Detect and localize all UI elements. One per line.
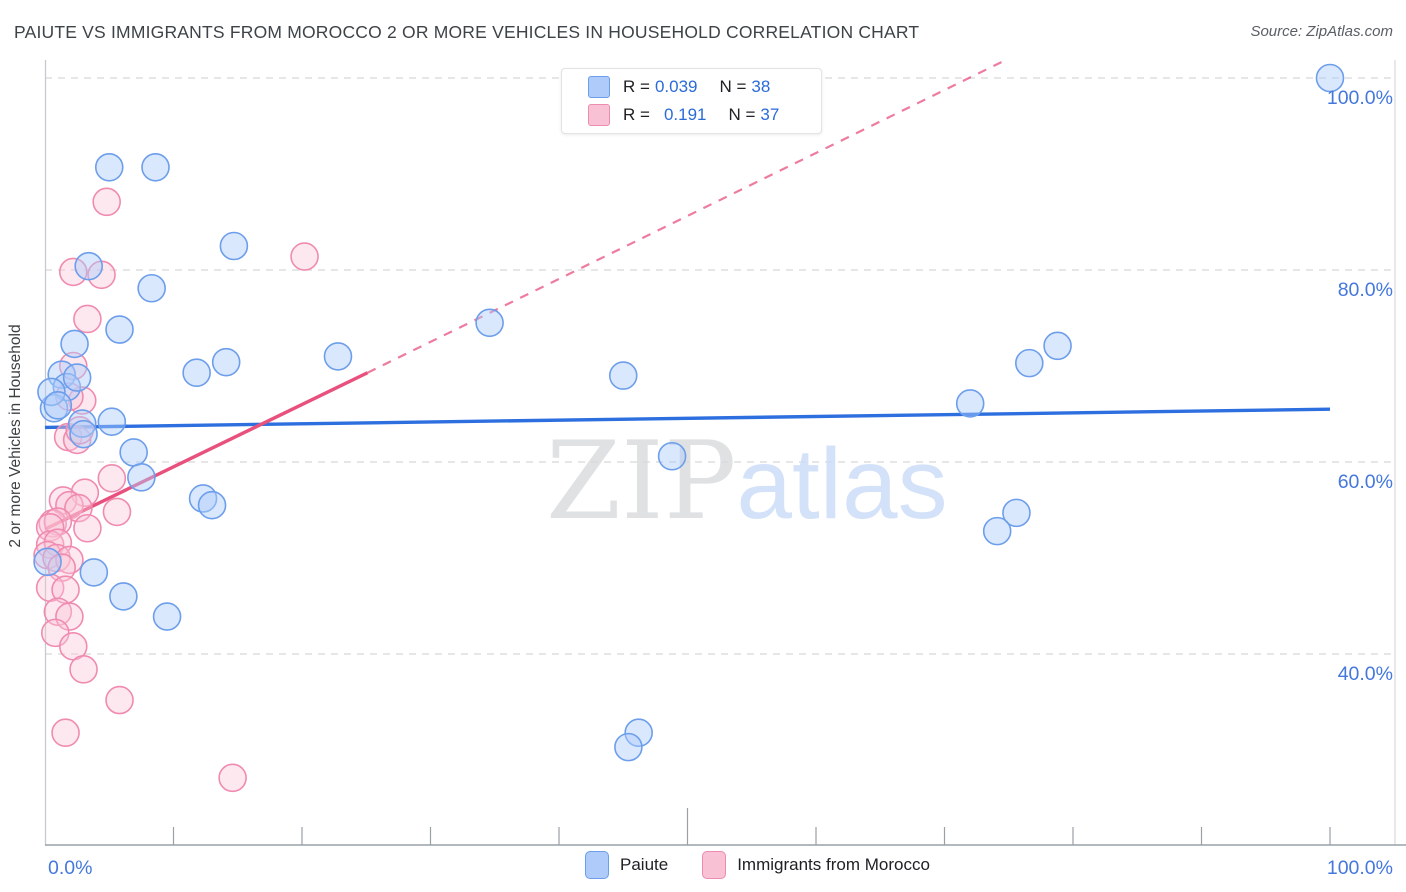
data-point-paiute[interactable] — [33, 547, 62, 577]
n-label: N = — [719, 77, 747, 96]
x-axis-min-label: 0.0% — [48, 857, 92, 879]
data-point-paiute[interactable] — [137, 273, 166, 303]
data-point-morocco[interactable] — [218, 763, 247, 793]
data-point-paiute[interactable] — [94, 152, 124, 182]
page-title: PAIUTE VS IMMIGRANTS FROM MOROCCO 2 OR M… — [14, 22, 920, 42]
data-point-paiute[interactable] — [79, 558, 109, 587]
footer-legend: Paiute Immigrants from Morocco — [585, 851, 930, 879]
data-point-morocco[interactable] — [35, 512, 65, 542]
correlation-legend-box: R = 0.039 N = 38 R = 0.191 N = 37 — [561, 68, 822, 134]
data-point-paiute[interactable] — [1043, 331, 1072, 361]
data-point-paiute[interactable] — [624, 718, 653, 748]
data-point-paiute[interactable] — [67, 409, 97, 438]
data-point-morocco[interactable] — [55, 545, 84, 575]
data-point-morocco[interactable] — [58, 257, 88, 287]
data-point-paiute[interactable] — [37, 377, 66, 407]
data-point-paiute[interactable] — [97, 407, 127, 436]
data-point-paiute[interactable] — [614, 732, 643, 762]
data-point-morocco[interactable] — [70, 478, 100, 508]
morocco-swatch-icon — [588, 104, 610, 126]
data-point-paiute[interactable] — [1315, 63, 1345, 93]
data-point-morocco[interactable] — [69, 655, 98, 684]
data-point-morocco[interactable] — [290, 242, 319, 271]
data-point-paiute[interactable] — [1015, 348, 1044, 378]
data-point-paiute[interactable] — [657, 441, 687, 471]
footer-item-paiute: Paiute — [585, 851, 668, 879]
data-point-paiute[interactable] — [1002, 498, 1031, 528]
y-tick-label-80: 80.0% — [1338, 279, 1393, 301]
data-point-paiute[interactable] — [323, 342, 353, 371]
data-point-morocco[interactable] — [92, 187, 121, 217]
data-point-morocco[interactable] — [55, 382, 84, 412]
data-point-paiute[interactable] — [43, 391, 73, 420]
footer-item-morocco: Immigrants from Morocco — [702, 851, 930, 879]
data-point-morocco[interactable] — [97, 464, 127, 493]
data-point-paiute[interactable] — [109, 582, 138, 611]
legend-row-morocco: R = 0.191 N = 37 — [562, 103, 821, 127]
data-point-morocco[interactable] — [55, 602, 84, 631]
r-label: R = — [623, 77, 650, 96]
y-tick-label-60: 60.0% — [1338, 471, 1393, 493]
data-point-morocco[interactable] — [58, 351, 88, 381]
data-point-morocco[interactable] — [43, 597, 73, 627]
source-credit: Source: ZipAtlas.com — [1250, 23, 1393, 40]
data-point-morocco[interactable] — [102, 497, 132, 527]
y-tick-label-100: 100.0% — [1327, 87, 1393, 109]
y-tick-label-40: 40.0% — [1338, 663, 1393, 685]
data-point-paiute[interactable] — [955, 389, 985, 418]
data-point-paiute[interactable] — [211, 347, 241, 377]
paiute-swatch-icon — [588, 76, 610, 98]
data-point-paiute[interactable] — [62, 363, 92, 392]
data-point-paiute[interactable] — [141, 152, 170, 182]
n-label: N = — [728, 105, 756, 124]
data-point-morocco[interactable] — [73, 304, 102, 334]
data-point-paiute[interactable] — [60, 329, 89, 359]
data-point-morocco[interactable] — [73, 513, 102, 543]
morocco-swatch-icon — [702, 851, 727, 879]
data-point-paiute[interactable] — [69, 419, 98, 449]
data-point-morocco[interactable] — [43, 507, 73, 536]
footer-label-paiute: Paiute — [620, 855, 669, 874]
data-point-paiute[interactable] — [608, 361, 638, 390]
n-value-morocco: 37 — [760, 105, 780, 124]
r-value-morocco: 0.191 — [663, 105, 707, 124]
data-point-morocco[interactable] — [105, 685, 134, 715]
watermark: ZIPatlas — [546, 419, 948, 544]
data-point-paiute[interactable] — [219, 231, 249, 261]
data-point-paiute[interactable] — [475, 308, 504, 338]
data-point-paiute[interactable] — [197, 490, 227, 520]
data-point-paiute[interactable] — [74, 251, 103, 281]
data-point-paiute[interactable] — [182, 358, 211, 388]
data-point-paiute[interactable] — [105, 315, 134, 344]
data-point-paiute[interactable] — [152, 602, 182, 631]
paiute-swatch-icon — [585, 851, 609, 879]
morocco-trendline-solid — [44, 371, 369, 531]
r-label: R = — [623, 105, 650, 124]
data-point-morocco[interactable] — [51, 718, 80, 748]
footer-label-morocco: Immigrants from Morocco — [737, 855, 930, 874]
legend-row-paiute: R = 0.039 N = 38 — [562, 75, 821, 99]
x-axis-max-label: 100.0% — [1327, 857, 1393, 879]
data-point-paiute[interactable] — [127, 463, 156, 492]
r-value-paiute: 0.039 — [654, 77, 698, 96]
data-point-paiute[interactable] — [119, 438, 148, 467]
n-value-paiute: 38 — [751, 77, 771, 96]
data-point-paiute[interactable] — [982, 516, 1012, 546]
